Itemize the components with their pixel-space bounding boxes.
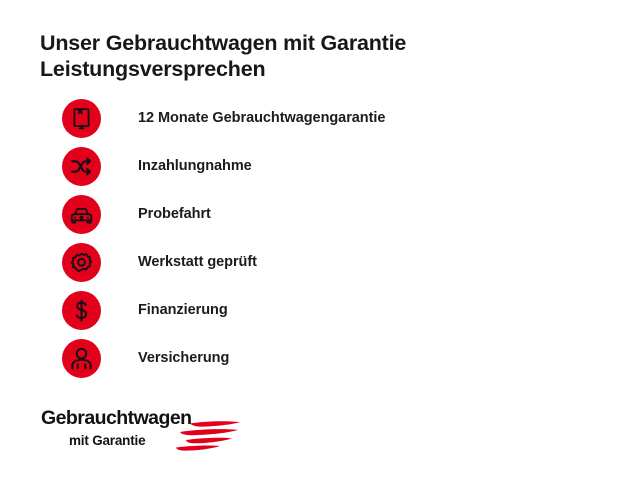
feature-list: 12 Monate Gebrauchtwagengarantie Inzahlu… [40,94,600,382]
feature-icon-badge [62,290,101,330]
gear-icon [70,252,93,272]
list-item: 12 Monate Gebrauchtwagengarantie [40,94,600,142]
list-item: Werkstatt geprüft [40,238,600,286]
feature-label: 12 Monate Gebrauchtwagengarantie [138,110,386,126]
feature-label: Werkstatt geprüft [138,254,257,270]
person-icon [71,347,92,369]
page-title-line-1: Unser Gebrauchtwagen mit Garantie [40,31,407,55]
dollar-sign-icon [75,299,88,321]
brand-logo-text: Gebrauchtwagen mit Garantie [41,407,201,448]
shuffle-arrows-icon [71,157,92,175]
feature-icon-badge [62,338,101,378]
feature-icon-badge [62,98,101,138]
certificate-icon [73,107,90,129]
list-item: Versicherung [40,334,600,382]
brand-logo-secondary: mit Garantie [69,432,146,448]
feature-label: Finanzierung [138,302,228,318]
page-title-line-2: Leistungsversprechen [40,57,266,82]
red-brush-stroke-icon [176,421,240,451]
feature-label: Versicherung [138,350,230,366]
list-item: Inzahlungnahme [40,142,600,190]
page-title: Unser Gebrauchtwagen mit Garantie Leistu… [40,30,600,83]
feature-icon-badge [62,242,101,282]
feature-label: Probefahrt [138,206,211,222]
brand-logo-primary: Gebrauchtwagen [41,407,192,429]
brand-logo: Gebrauchtwagen mit Garantie [41,407,271,457]
feature-label: Inzahlungnahme [138,158,252,174]
feature-icon-badge [62,194,101,234]
list-item: Finanzierung [40,286,600,334]
feature-icon-badge [62,146,101,186]
list-item: Probefahrt [40,190,600,238]
car-front-icon [70,207,93,224]
